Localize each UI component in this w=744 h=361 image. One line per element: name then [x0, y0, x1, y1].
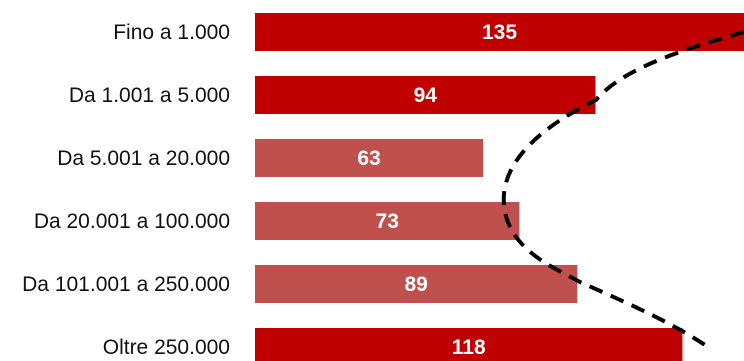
value-label: 63: [357, 147, 380, 170]
value-labels-group: 135 94 63 73 89 118: [357, 21, 517, 359]
value-label: 135: [482, 21, 517, 44]
category-label: Oltre 250.000: [103, 336, 230, 359]
category-label: Da 20.001 a 100.000: [34, 210, 230, 233]
bar-1: [255, 76, 596, 114]
category-labels-group: Fino a 1.000 Da 1.001 a 5.000 Da 5.001 a 2…: [22, 21, 230, 359]
bar-5: [255, 328, 683, 361]
category-label: Da 101.001 a 250.000: [22, 273, 230, 296]
value-label: 118: [452, 336, 486, 359]
bar-4: [255, 265, 578, 303]
bar-3: [255, 202, 520, 240]
category-label: Da 1.001 a 5.000: [69, 84, 230, 107]
value-label: 94: [414, 84, 438, 107]
dashed-trend-curve: [501, 30, 744, 349]
bars-group: [255, 13, 744, 361]
bar-0: [255, 13, 744, 51]
value-label: 73: [376, 210, 399, 233]
category-label: Da 5.001 a 20.000: [57, 147, 230, 170]
bar-2: [255, 139, 484, 177]
value-label: 89: [405, 273, 428, 296]
category-label: Fino a 1.000: [113, 21, 230, 44]
